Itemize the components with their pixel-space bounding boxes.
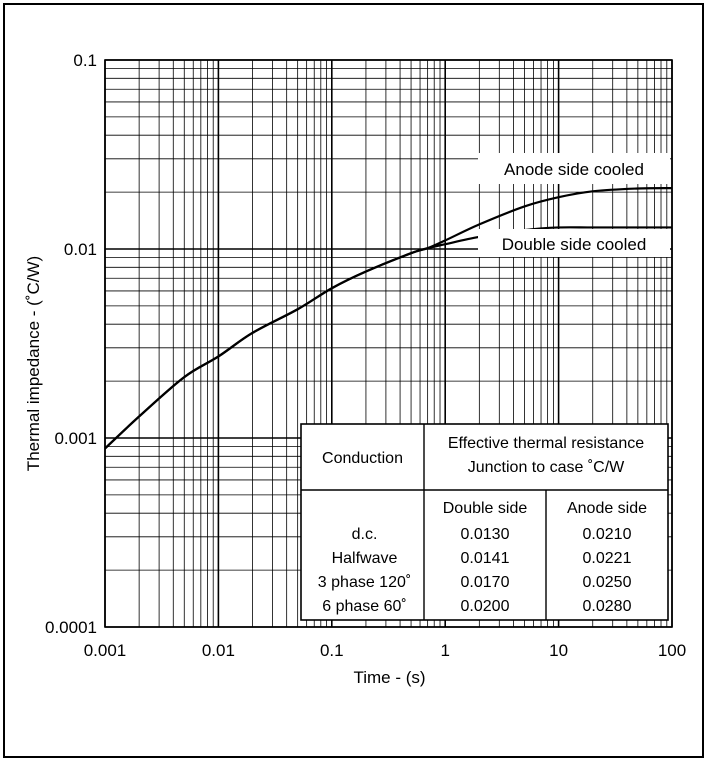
table-cell-double: 0.0200 (461, 598, 510, 615)
plot-border (104, 59, 673, 628)
table-cell-anode: 0.0210 (583, 526, 632, 543)
table-cell-double: 0.0170 (461, 574, 510, 591)
x-tick-label: 100 (658, 641, 686, 660)
table-cell-conduction: 6 phase 60˚ (322, 598, 407, 615)
table-cell-conduction: 3 phase 120˚ (318, 574, 411, 591)
series-label-double: Double side cooled (502, 235, 647, 254)
resistance-table: Conduction Effective thermal resistance Ju… (300, 423, 669, 621)
curves (104, 187, 673, 450)
series-line-1 (104, 226, 673, 450)
table-col-anode-side: Anode side (567, 500, 647, 517)
y-tick-label: 0.1 (73, 51, 97, 70)
y-tick-label: 0.01 (64, 240, 97, 259)
x-tick-label: 0.001 (84, 641, 127, 660)
y-tick-label: 0.001 (54, 429, 97, 448)
table-header-resistance-sub: Junction to case ˚C/W (468, 459, 625, 476)
table-cell-anode: 0.0280 (583, 598, 632, 615)
table-box (300, 423, 669, 621)
table-cell-conduction: Halfwave (332, 550, 398, 567)
series-label-bg (478, 229, 670, 257)
series-label-bg (478, 153, 670, 184)
grid-lines (104, 59, 673, 628)
x-tick-label: 10 (549, 641, 568, 660)
chart-frame (3, 3, 704, 758)
series-label-anode: Anode side cooled (504, 160, 644, 179)
table-cell-double: 0.0130 (461, 526, 510, 543)
y-axis-label: Thermal impedance - (˚C/W) (24, 256, 43, 471)
x-tick-label: 0.1 (320, 641, 344, 660)
table-header-resistance: Effective thermal resistance (448, 435, 644, 452)
table-cell-anode: 0.0221 (583, 550, 632, 567)
table-cell-conduction: d.c. (352, 526, 378, 543)
y-tick-label: 0.0001 (45, 618, 97, 637)
x-axis-label: Time - (s) (353, 668, 425, 687)
table-col-double-side: Double side (443, 500, 528, 517)
table-cell-anode: 0.0250 (583, 574, 632, 591)
table-header-conduction: Conduction (322, 450, 403, 467)
table-cell-double: 0.0141 (461, 550, 510, 567)
labels: 0.001 0.01 0.1 1 10 100 0.0001 0.001 0.01 0.1 Time… (24, 51, 686, 687)
x-tick-label: 1 (440, 641, 449, 660)
x-tick-label: 0.01 (202, 641, 235, 660)
